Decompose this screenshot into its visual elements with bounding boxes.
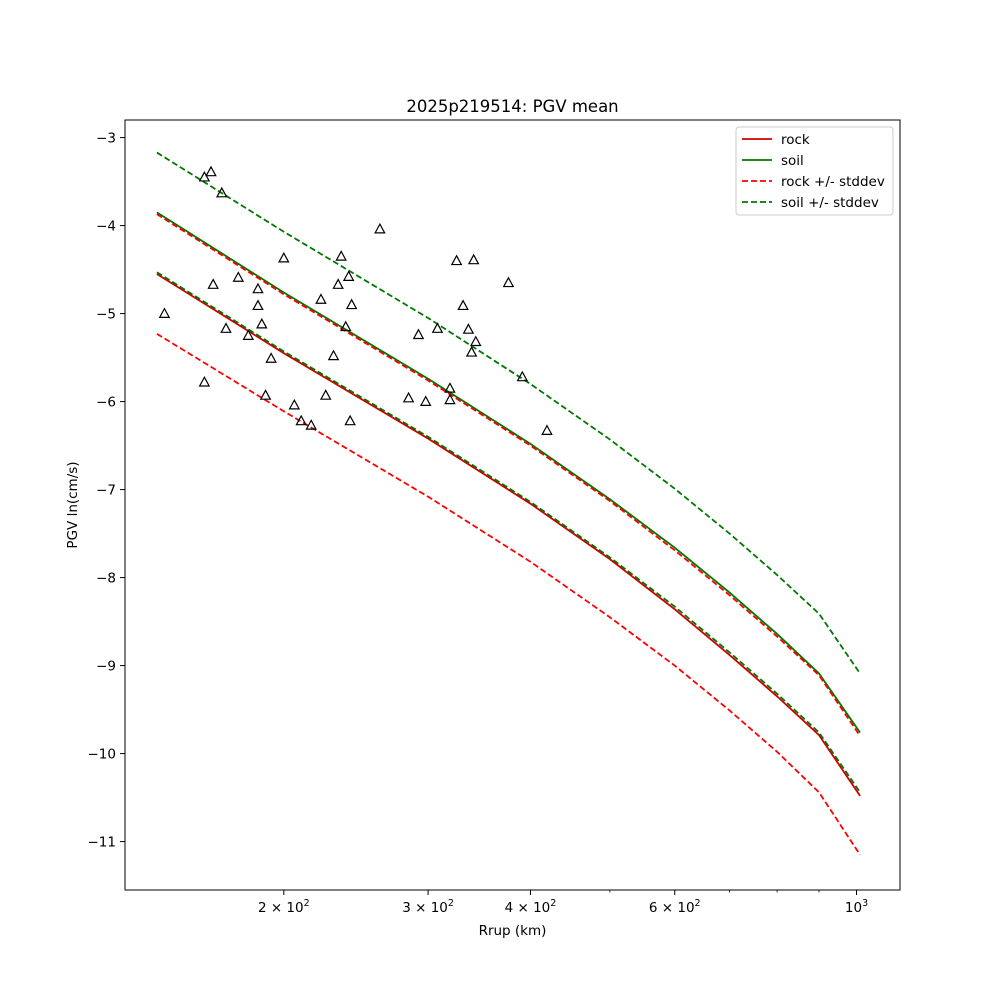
chart-title: 2025p219514: PGV mean [406,97,618,116]
observation-marker [457,299,469,311]
observation-marker [205,165,217,177]
series-line-rock-0 [156,273,861,797]
x-axis: 2 × 102 3 × 102 4 × 102 6 × 102 103 [258,890,868,916]
legend-label: soil +/- stddev [781,195,879,211]
series-line-stddev-5 [156,271,861,793]
observation-marker [431,322,444,333]
observation-marker [319,389,332,400]
observation-marker [502,276,515,288]
y-tick-label: −9 [96,659,116,675]
observation-marker [374,222,386,234]
observation-marker [207,278,219,289]
observation-marker [327,349,340,361]
legend-label: soil [781,153,804,169]
y-tick-label: −8 [96,571,116,587]
observation-marker [467,253,480,265]
observation-marker [465,346,478,357]
y-axis-label: PGV ln(cm/s) [65,461,81,548]
x-tick-label: 3 × 102 [402,898,454,916]
x-tick-label: 2 × 102 [258,898,310,916]
observation-marker [335,250,347,261]
observation-marker [342,270,355,281]
y-axis: −3 −4 −5 −6 −7 −8 −9 −10 −11 [88,131,125,851]
observation-marker [158,307,171,318]
observation-marker [444,393,456,405]
legend-label: rock +/- stddev [781,174,885,190]
observation-marker [220,322,232,333]
observation-marker [288,398,301,410]
observation-marker [332,278,344,289]
y-tick-label: −10 [88,747,117,763]
observation-marker [541,424,553,435]
x-tick-label: 103 [845,898,868,916]
observation-marker [339,320,352,332]
legend: rock soil rock +/- stddev soil +/- stddev [735,126,894,216]
y-tick-label: −5 [96,307,116,323]
observation-marker [242,329,255,340]
observation-marker [232,271,245,282]
series-line-soil-1 [156,211,861,733]
observation-marker [469,335,482,347]
observation-marker [256,317,268,329]
plot-frame [124,119,901,891]
x-tick-label: 4 × 102 [505,898,557,916]
y-tick-label: −4 [96,219,116,235]
observation-marker [295,414,307,426]
observations-layer [158,165,553,435]
legend-label: rock [781,132,810,148]
y-tick-label: −3 [96,131,116,147]
observation-marker [344,414,356,426]
plot-area [156,151,861,856]
series-layer [156,151,861,856]
y-tick-label: −7 [96,483,116,499]
legend-box [735,126,894,216]
observation-marker [216,186,228,198]
observation-marker [278,251,290,263]
observation-marker [345,298,358,310]
series-line-soil-stddev-4 [156,151,861,675]
observation-marker [265,352,277,363]
observation-marker [198,375,211,387]
y-tick-label: −11 [88,835,117,851]
x-axis-label: Rrup (km) [479,923,547,939]
observation-marker [315,293,327,304]
observation-marker [412,328,425,340]
y-tick-label: −6 [96,395,116,411]
observation-marker [305,419,317,430]
series-line-rock-stddev-2 [156,213,861,737]
observation-marker [252,299,264,311]
observation-marker [450,254,463,266]
observation-marker [444,382,456,393]
observation-marker [402,391,415,403]
observation-marker [516,370,529,382]
observation-marker [259,389,272,400]
observation-marker [462,323,475,334]
observation-marker [198,170,211,182]
series-line-stddev-3 [156,333,861,856]
observation-marker [419,395,432,406]
x-tick-label: 6 × 102 [649,898,701,916]
observation-marker [252,282,264,294]
